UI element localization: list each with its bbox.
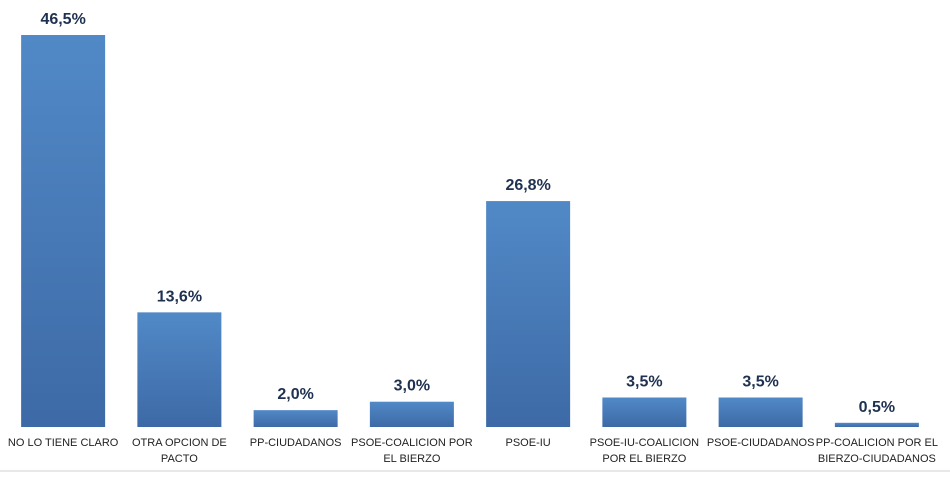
bar [486, 201, 571, 427]
x-tick-label: PP-CIUDADANOS [250, 437, 342, 449]
value-label: 46,5% [40, 11, 85, 28]
bar [137, 312, 222, 427]
value-label: 13,6% [157, 288, 202, 305]
value-label: 3,0% [394, 378, 430, 395]
bar [602, 397, 687, 427]
x-tick-label: NO LO TIENE CLARO [8, 437, 119, 449]
x-tick-label: PSOE-IU-COALICION POR EL BIERZO [590, 437, 699, 465]
x-tick-label: PSOE-CIUDADANOS [707, 437, 815, 449]
value-label: 3,5% [626, 373, 662, 390]
x-tick-label: PP-COALICION POR EL BIERZO-CIUDADANOS [816, 437, 938, 465]
value-label: 26,8% [505, 177, 550, 194]
value-label: 3,5% [742, 373, 778, 390]
bar [253, 410, 338, 427]
x-tick-label: PSOE-COALICION POR EL BIERZO [351, 437, 473, 465]
bar [834, 422, 919, 427]
value-label: 2,0% [277, 386, 313, 403]
bar [718, 397, 803, 427]
x-tick-label: OTRA OPCION DE PACTO [132, 437, 227, 465]
x-tick-label: PSOE-IU [506, 437, 551, 449]
bar [21, 35, 106, 427]
bar [369, 401, 454, 427]
value-label: 0,5% [859, 399, 895, 416]
